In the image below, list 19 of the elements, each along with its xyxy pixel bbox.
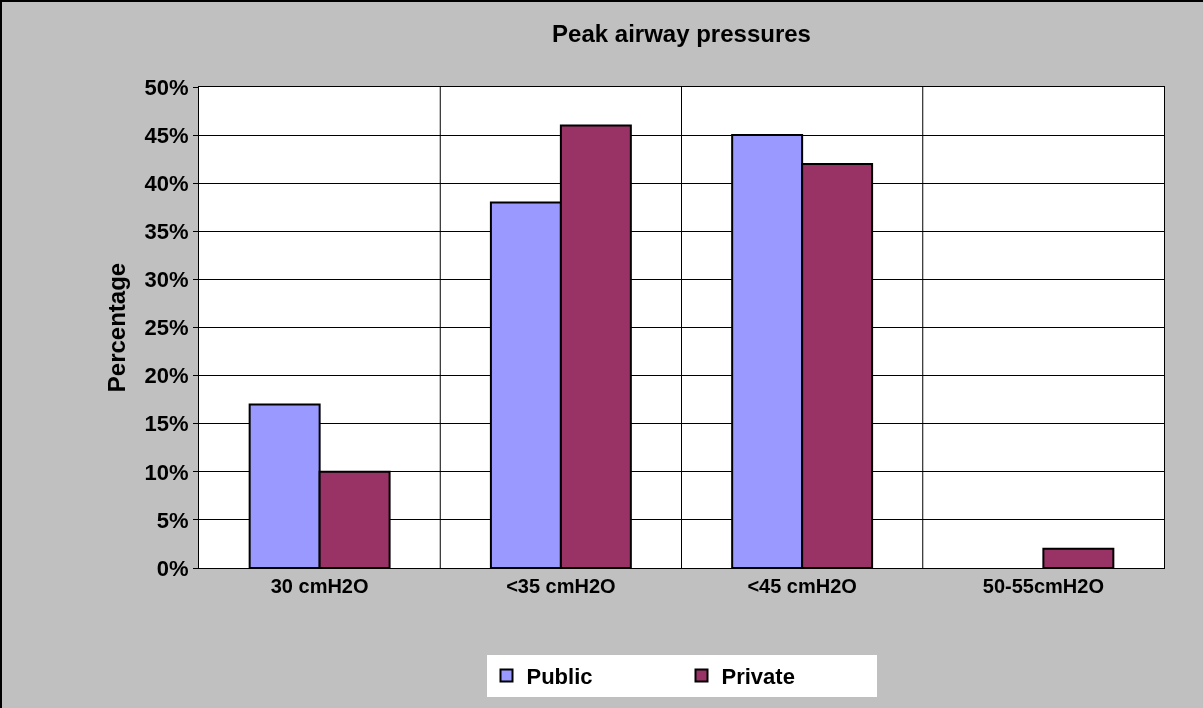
y-tick-label: 5% (156, 507, 189, 533)
y-axis-title: Percentage (102, 262, 130, 393)
y-tick-label: 45% (144, 122, 189, 148)
legend-label: Private (721, 663, 795, 689)
y-tick-label: 35% (144, 219, 189, 244)
x-tick-label: 50-55cmH2O (982, 575, 1104, 597)
y-tick-label: 0% (156, 555, 189, 581)
y-tick-label: 50% (144, 74, 189, 100)
y-tick-label: 15% (144, 411, 189, 437)
x-tick-label: <45 cmH2O (747, 575, 857, 597)
x-tick-label: <35 cmH2O (506, 575, 616, 597)
x-tick-label: 30 cmH2O (270, 575, 369, 597)
y-tick-label: 30% (144, 267, 189, 293)
y-tick-label: 25% (144, 315, 189, 341)
y-tick-label: 20% (144, 363, 189, 389)
chart-title: Peak airway pressures (552, 20, 811, 48)
legend-label: Public (526, 663, 593, 689)
y-tick-label: 10% (144, 459, 189, 485)
y-tick-label: 40% (144, 170, 189, 196)
